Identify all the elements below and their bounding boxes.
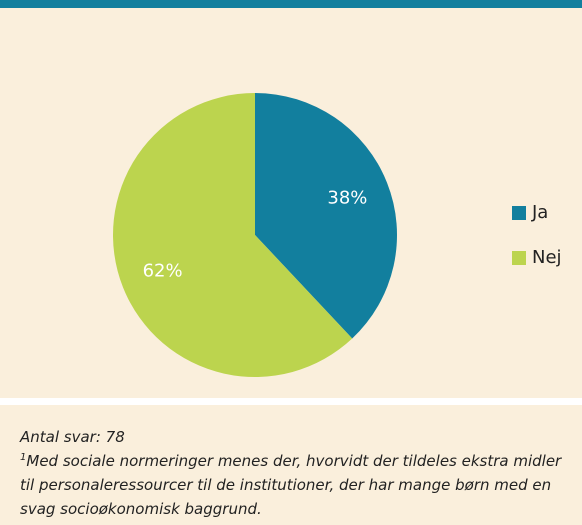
value-label: 38% [327, 187, 367, 208]
legend-swatch [512, 206, 526, 220]
top-bar [0, 0, 582, 8]
pie-slice [112, 93, 353, 377]
footnote: 1Med sociale normeringer menes der, hvor… [20, 449, 562, 521]
value-label: 62% [143, 261, 183, 282]
chart: 38% 62% Ja Nej [0, 8, 582, 398]
footnote-box: Antal svar: 78 1Med sociale normeringer … [0, 405, 582, 525]
legend-swatch [512, 251, 526, 265]
legend-label: Nej [532, 247, 562, 268]
answer-count: Antal svar: 78 [20, 428, 125, 446]
footnote-text: Med sociale normeringer menes der, hvorv… [20, 452, 562, 518]
footnote-marker: 1 [20, 452, 27, 463]
legend-label: Ja [531, 202, 548, 223]
pie-slice [255, 93, 397, 339]
